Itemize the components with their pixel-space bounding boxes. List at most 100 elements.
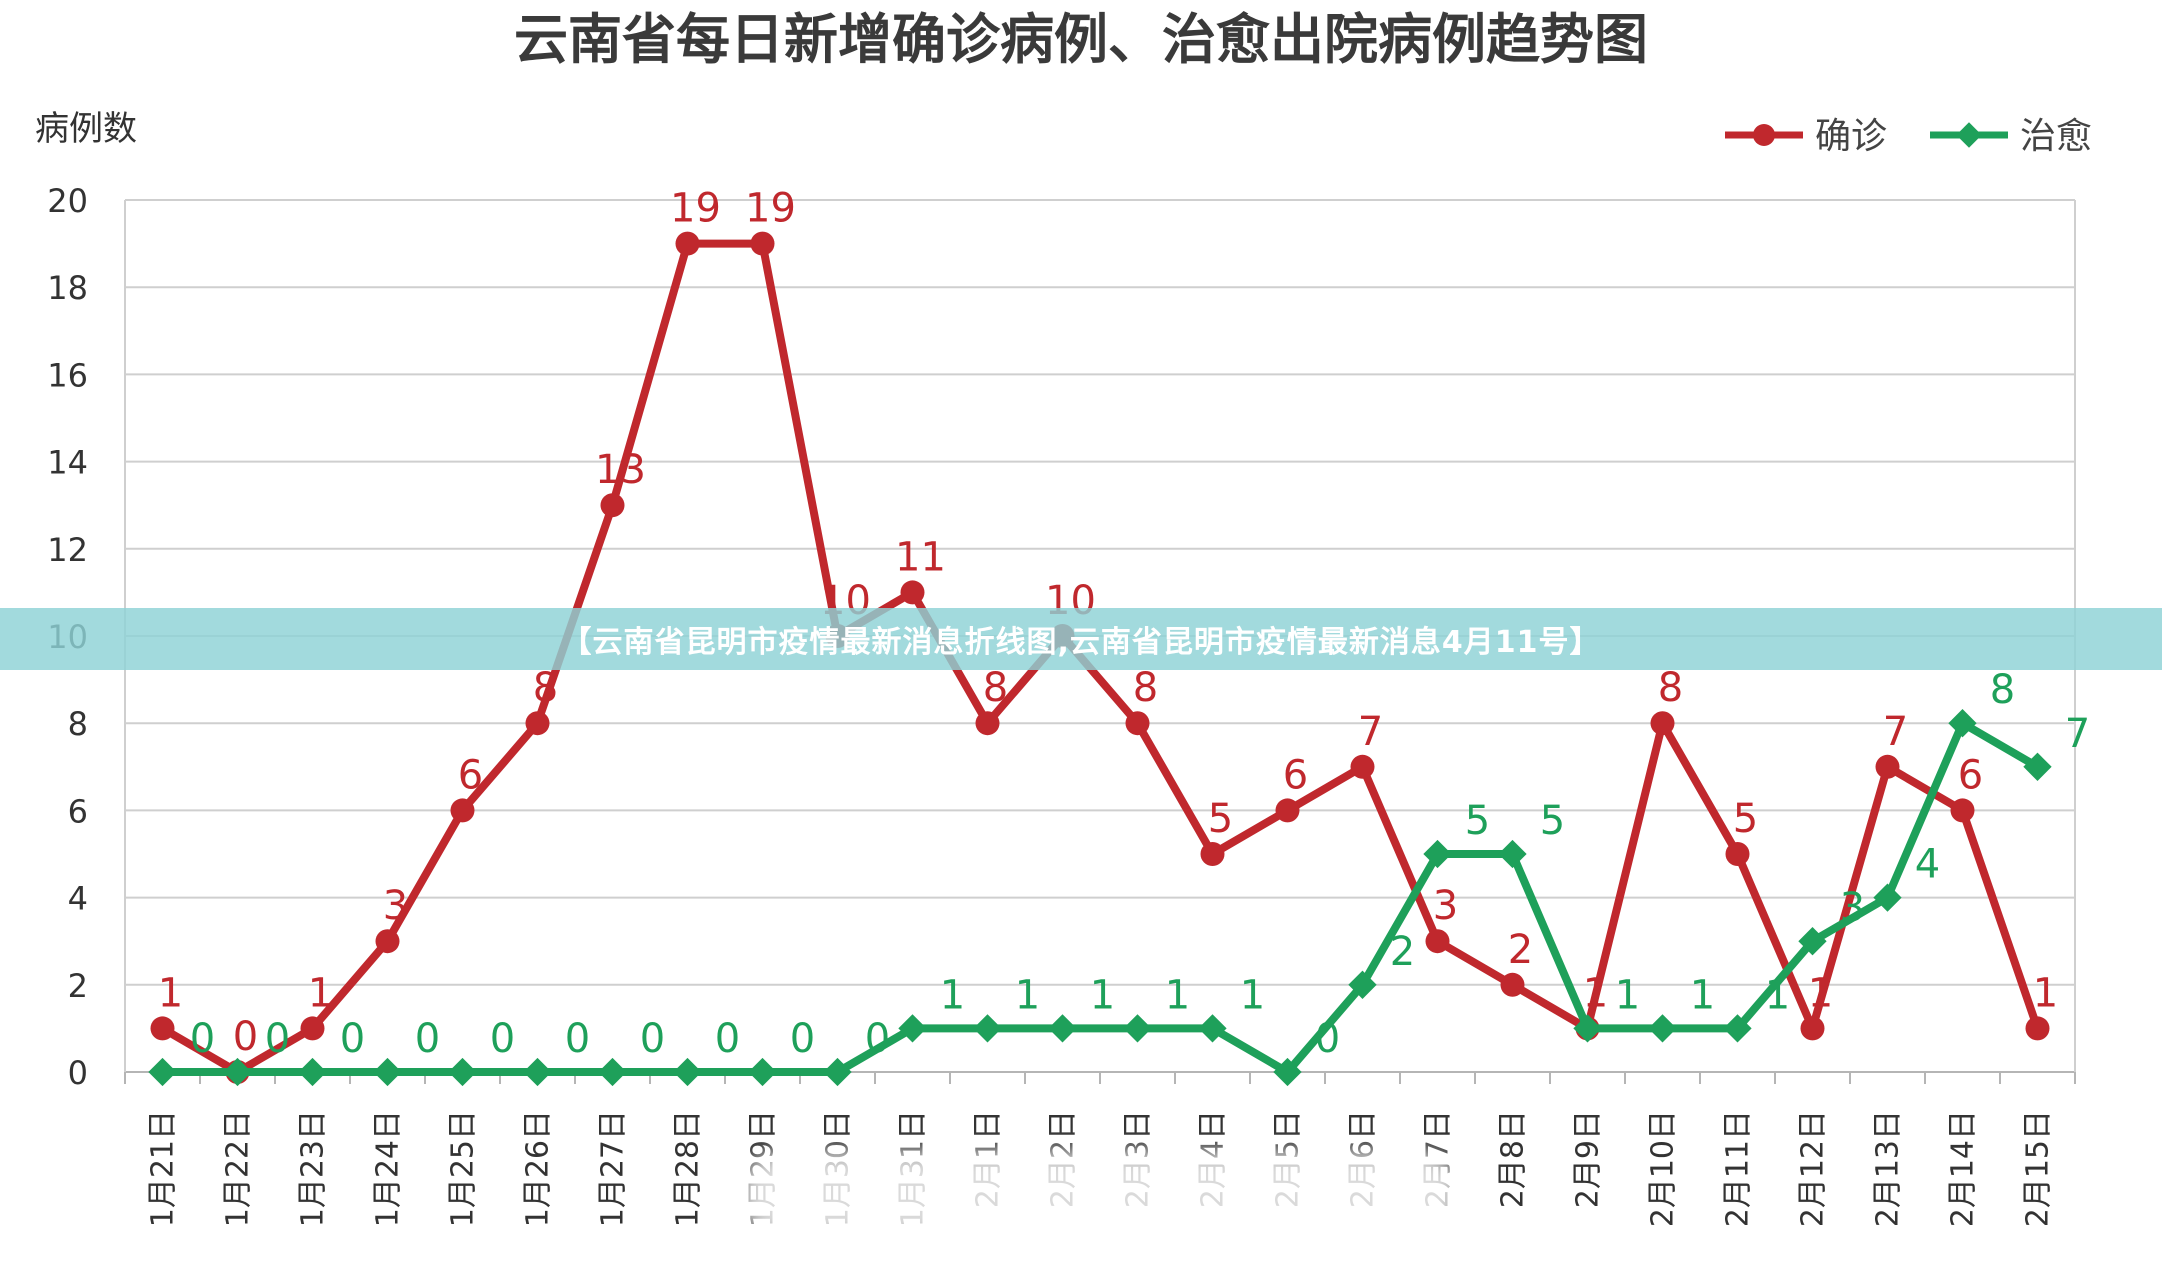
- data-point: [1723, 1014, 1752, 1043]
- data-point: [598, 1057, 627, 1087]
- data-label: 1: [1615, 972, 1640, 1018]
- x-tick-label: 1月26日: [521, 1110, 556, 1227]
- data-point: [375, 929, 400, 954]
- data-label: 0: [1315, 1016, 1340, 1062]
- y-tick-label: 0: [68, 1054, 88, 1092]
- data-label: 8: [533, 665, 558, 711]
- data-label: 8: [1133, 665, 1158, 711]
- data-label: 8: [1990, 667, 2015, 713]
- data-point: [1650, 711, 1675, 736]
- data-label: 2: [1508, 927, 1533, 973]
- data-point: [1198, 1014, 1227, 1043]
- data-label: 1: [1240, 972, 1265, 1018]
- x-tick-label: 1月23日: [296, 1110, 331, 1227]
- data-point: [748, 1057, 777, 1087]
- data-point: [600, 493, 625, 518]
- data-label: 0: [233, 1014, 258, 1060]
- data-label: 6: [458, 752, 483, 798]
- data-label: 0: [640, 1016, 665, 1062]
- data-label: 5: [1540, 798, 1565, 844]
- data-label: 6: [1958, 752, 1983, 798]
- x-tick-label: 2月9日: [1571, 1110, 1606, 1208]
- data-point: [1273, 1057, 1302, 1087]
- data-label: 1: [158, 970, 183, 1016]
- x-tick-label: 2月8日: [1496, 1110, 1531, 1208]
- data-point: [523, 1057, 552, 1087]
- data-point: [1350, 754, 1375, 779]
- data-label: 0: [340, 1016, 365, 1062]
- data-label: 7: [1358, 709, 1383, 755]
- data-point: [1348, 970, 1377, 999]
- data-label: 1: [1690, 972, 1715, 1018]
- x-tick-label: 1月25日: [446, 1110, 481, 1227]
- data-label: 3: [1433, 883, 1458, 929]
- legend-label: 确诊: [1815, 116, 1887, 157]
- data-point: [1948, 709, 1977, 738]
- data-point: [148, 1057, 177, 1087]
- data-label: 1: [1090, 972, 1115, 1018]
- x-tick-label: 2月10日: [1646, 1110, 1681, 1227]
- data-label: 6: [1283, 752, 1308, 798]
- data-label: 5: [1208, 796, 1233, 842]
- data-point: [1423, 839, 1452, 869]
- data-point: [2023, 752, 2052, 781]
- data-label: 8: [983, 665, 1008, 711]
- data-point: [1200, 842, 1225, 866]
- data-point: [1798, 927, 1827, 956]
- data-point: [823, 1057, 852, 1087]
- data-label: 1: [940, 972, 965, 1018]
- data-point: [300, 1016, 325, 1041]
- y-tick-label: 12: [47, 531, 88, 569]
- data-label: 3: [383, 883, 408, 929]
- data-point: [1125, 711, 1150, 736]
- data-point: [448, 1057, 477, 1087]
- y-tick-label: 20: [47, 182, 88, 220]
- data-point: [673, 1057, 702, 1087]
- data-label: 7: [1883, 709, 1908, 755]
- data-point: [675, 231, 700, 256]
- data-label: 3: [1840, 885, 1865, 931]
- data-label: 13: [595, 447, 646, 493]
- data-point: [900, 580, 925, 605]
- data-point: [2025, 1016, 2050, 1041]
- data-label: 19: [670, 186, 721, 232]
- y-tick-label: 14: [47, 444, 88, 482]
- data-label: 1: [1765, 972, 1790, 1018]
- chart-title: 云南省每日新增确诊病例、治愈出院病例趋势图: [514, 8, 1648, 71]
- data-point: [223, 1057, 252, 1087]
- y-tick-label: 16: [47, 356, 88, 394]
- data-label: 0: [265, 1016, 290, 1062]
- series-line: [160, 239, 2042, 1076]
- data-point: [450, 798, 475, 823]
- data-label: 5: [1465, 798, 1490, 844]
- y-axis-label: 病例数: [35, 109, 137, 149]
- data-label: 7: [2065, 711, 2090, 757]
- data-label: 0: [190, 1016, 215, 1062]
- y-tick-label: 8: [68, 705, 88, 743]
- data-label: 1: [1808, 970, 1833, 1016]
- data-point: [150, 1016, 175, 1041]
- data-label: 2: [1390, 929, 1415, 975]
- data-point: [1875, 754, 1900, 779]
- legend-marker: [1956, 122, 1982, 148]
- data-label: 1: [1015, 972, 1040, 1018]
- data-label: 1: [2033, 970, 2058, 1016]
- legend-label: 治愈: [2020, 116, 2092, 157]
- y-tick-label: 6: [68, 792, 88, 830]
- data-label: 0: [490, 1016, 515, 1062]
- y-tick-label: 2: [68, 967, 88, 1005]
- data-label: 11: [895, 534, 946, 580]
- data-point: [1800, 1016, 1825, 1041]
- data-label: 19: [745, 186, 796, 232]
- data-label: 0: [790, 1016, 815, 1062]
- x-tick-label: 1月28日: [671, 1110, 706, 1227]
- data-point: [898, 1014, 927, 1043]
- x-tick-label: 2月13日: [1871, 1110, 1906, 1227]
- data-label: 0: [565, 1016, 590, 1062]
- data-point: [298, 1057, 327, 1087]
- data-label: 5: [1733, 796, 1758, 842]
- data-point: [373, 1057, 402, 1087]
